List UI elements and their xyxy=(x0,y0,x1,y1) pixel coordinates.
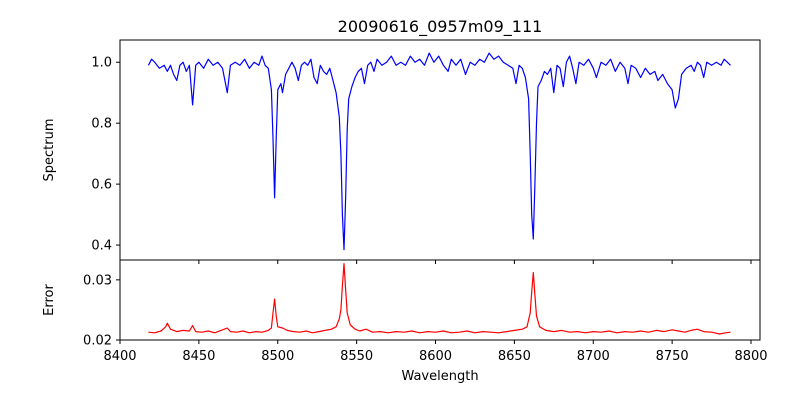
error-line xyxy=(148,263,731,335)
x-tick-label: 8700 xyxy=(577,349,610,364)
y-tick-label: 0.03 xyxy=(83,273,112,288)
y-tick-label: 0.4 xyxy=(91,239,112,254)
axes-frame xyxy=(119,39,761,261)
x-tick-label: 8650 xyxy=(498,349,531,364)
x-tick-label: 8600 xyxy=(419,349,452,364)
spectrum-ylabel: Spectrum xyxy=(42,119,57,182)
spectrum-line xyxy=(147,52,731,251)
error-axes: 0.02 0.03 8400 8450 8500 8550 8600 8650 8700 8750… xyxy=(83,259,768,364)
x-tick-label: 8450 xyxy=(182,349,215,364)
error-ylabel: Error xyxy=(42,284,57,316)
x-axis-label: Wavelength xyxy=(401,369,478,384)
chart-title: 20090616_0957m09_111 xyxy=(338,17,543,37)
y-tick-label: 0.6 xyxy=(91,178,112,193)
x-tick-label: 8400 xyxy=(103,349,136,364)
y-tick-label: 0.8 xyxy=(91,117,112,132)
x-tick-label: 8800 xyxy=(734,349,767,364)
y-tick-label: 0.02 xyxy=(83,334,112,349)
x-tick-label: 8550 xyxy=(340,349,373,364)
x-tick-label: 8750 xyxy=(656,349,689,364)
x-tick-label: 8500 xyxy=(261,349,294,364)
axes-frame xyxy=(119,259,761,341)
y-tick-label: 1.0 xyxy=(91,56,112,71)
spectrum-axes: 0.4 0.6 0.8 1.0 xyxy=(91,39,761,264)
